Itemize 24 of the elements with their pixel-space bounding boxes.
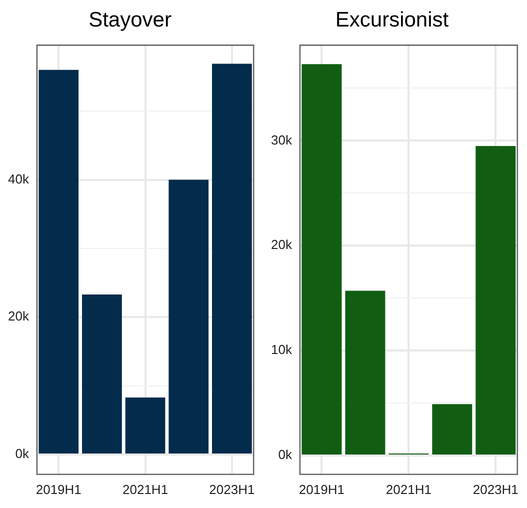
y-tick-label: 30k (270, 132, 292, 148)
x-tick-label: 2019H1 (298, 482, 344, 497)
y-tick-label: 10k (270, 342, 292, 358)
bar (168, 180, 209, 454)
bar (212, 64, 252, 454)
x-tick-label: 2021H1 (122, 482, 168, 497)
bar (38, 70, 79, 454)
y-tick-label: 0k (15, 446, 30, 462)
y-tick-label: 40k (8, 171, 30, 186)
bar (125, 397, 166, 454)
y-tick-label: 0k (278, 447, 292, 462)
bar (476, 146, 516, 455)
bar (82, 294, 122, 454)
y-tick-label: 20k (270, 237, 292, 252)
chart-title: Excursionist (335, 8, 449, 32)
bar (432, 404, 472, 455)
x-tick-label: 2019H1 (36, 482, 82, 497)
y-tick-label: 20k (8, 308, 30, 324)
x-tick-label: 2023H1 (209, 482, 255, 497)
bar (345, 290, 386, 455)
chart-title: Stayover (88, 8, 172, 32)
x-tick-label: 2021H1 (386, 482, 432, 497)
x-tick-label: 2023H1 (472, 482, 518, 497)
bar (302, 64, 342, 455)
